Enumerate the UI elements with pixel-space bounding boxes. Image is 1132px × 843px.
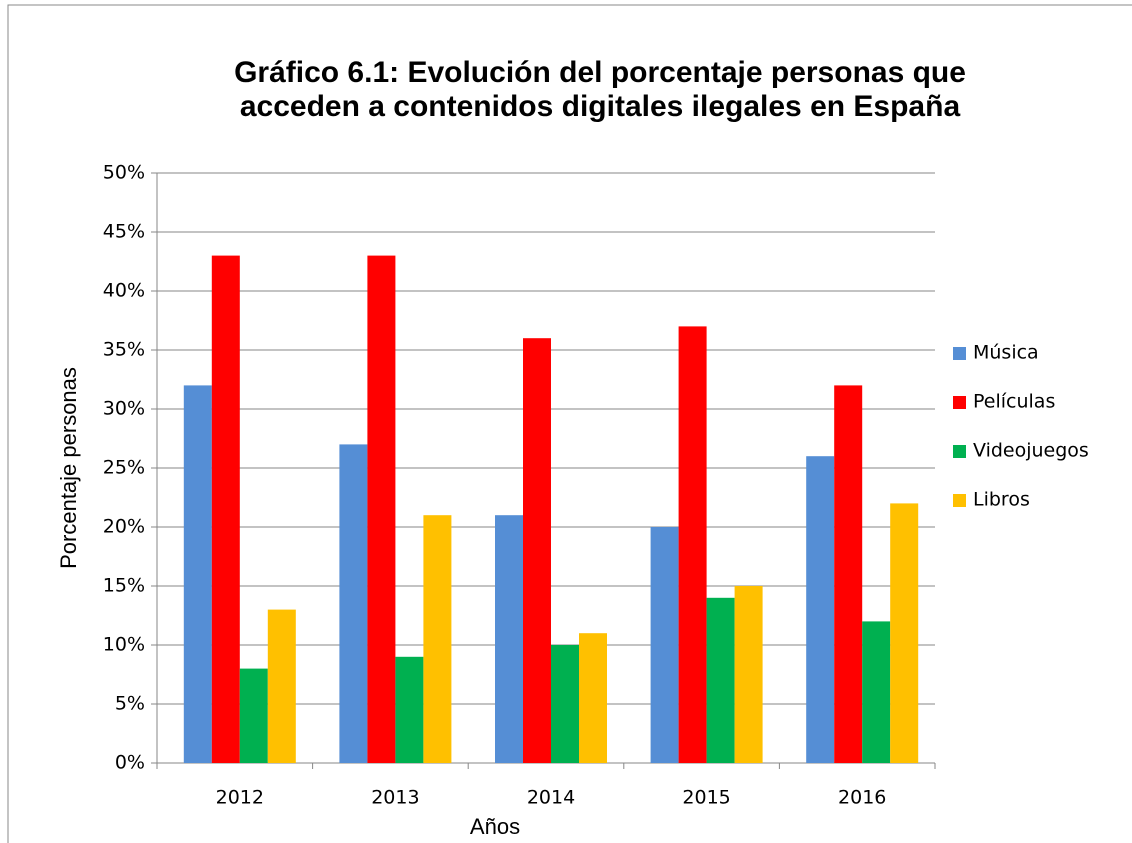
bar <box>579 633 607 763</box>
bar <box>423 515 452 763</box>
y-tick-label: 35% <box>103 339 145 361</box>
bar <box>706 597 735 763</box>
bar <box>834 385 863 763</box>
x-tick-label: 2013 <box>371 787 419 809</box>
bar <box>339 444 368 763</box>
y-tick-label: 30% <box>103 398 145 420</box>
y-tick-label: 25% <box>103 457 145 479</box>
x-tick-label: 2012 <box>216 787 264 809</box>
legend-swatch <box>953 396 966 409</box>
legend-label: Videojuegos <box>973 440 1089 462</box>
y-tick-label: 0% <box>115 752 145 774</box>
x-tick-label: 2015 <box>682 787 730 809</box>
y-tick-label: 40% <box>103 280 145 302</box>
chart-title: Gráfico 6.1: Evolución del porcentaje pe… <box>234 56 966 123</box>
x-axis-label: Años <box>470 814 520 839</box>
y-tick-label: 45% <box>103 221 145 243</box>
bar <box>267 609 296 763</box>
chart-border <box>7 4 1132 843</box>
bar <box>890 503 919 763</box>
legend-label: Música <box>973 342 1039 364</box>
bar <box>806 456 835 763</box>
bar <box>862 621 891 763</box>
bar <box>211 255 240 763</box>
x-tick-label: 2016 <box>838 787 886 809</box>
bar <box>495 515 523 763</box>
bar <box>367 255 396 763</box>
legend-swatch <box>953 445 966 458</box>
bar <box>239 668 268 763</box>
legend-swatch <box>953 494 966 507</box>
bar <box>551 645 579 763</box>
x-tick-label: 2014 <box>527 787 575 809</box>
bar <box>650 527 679 763</box>
legend-swatch <box>953 347 966 360</box>
y-axis-label: Porcentaje personas <box>56 367 81 569</box>
y-tick-label: 10% <box>103 634 145 656</box>
y-tick-label: 20% <box>103 516 145 538</box>
legend-label: Películas <box>973 391 1055 413</box>
legend-label: Libros <box>973 489 1030 511</box>
y-tick-label: 15% <box>103 575 145 597</box>
y-tick-label: 50% <box>103 162 145 184</box>
bar <box>734 586 763 763</box>
bar <box>523 338 551 763</box>
bar <box>395 656 424 763</box>
bar <box>183 385 212 763</box>
bar <box>678 326 707 763</box>
y-tick-label: 5% <box>115 693 145 715</box>
